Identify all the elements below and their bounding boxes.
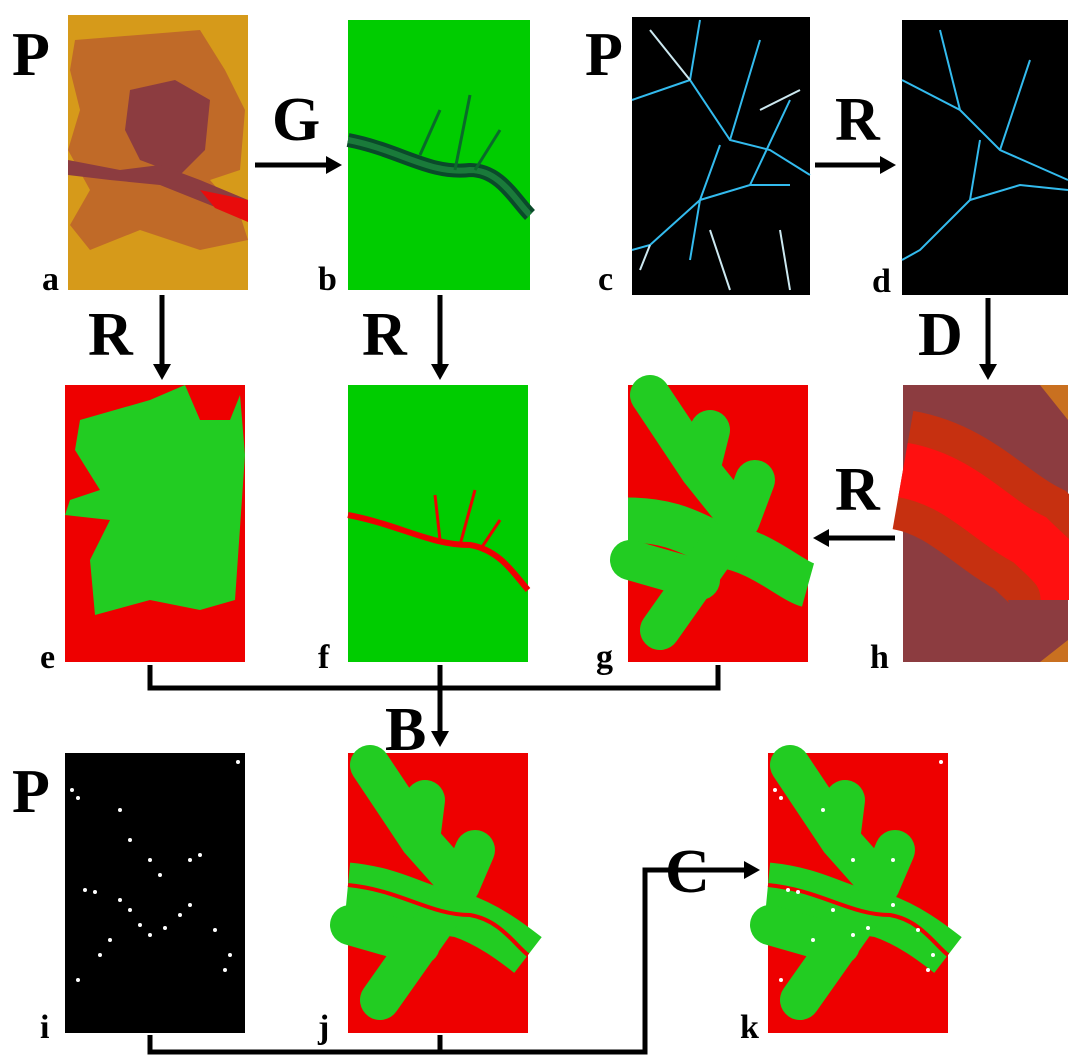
- panel-d: [902, 20, 1068, 295]
- operator-label: P: [12, 758, 50, 826]
- panel-label: d: [872, 263, 891, 300]
- diagram: a b c d e f g h i j k P G P R R R D R B P C: [0, 0, 1069, 1059]
- panel-label: e: [40, 639, 55, 676]
- panel-label: c: [598, 261, 613, 298]
- operator-label: B: [385, 696, 426, 764]
- panel-label: b: [318, 261, 337, 298]
- operator-label: R: [88, 301, 134, 369]
- panel-g: [628, 385, 808, 662]
- panel-f: [348, 385, 528, 662]
- operator-label: R: [835, 86, 881, 154]
- operator-label: D: [918, 301, 963, 369]
- panel-label: h: [870, 639, 889, 676]
- operator-label: R: [362, 301, 408, 369]
- panel-label: f: [318, 639, 330, 676]
- panel-b: [348, 20, 530, 290]
- panel-label: k: [740, 1009, 759, 1046]
- panel-h: [903, 385, 1068, 662]
- panel-a: [68, 15, 248, 290]
- panel-k: [768, 753, 948, 1033]
- operator-label: R: [835, 456, 881, 524]
- operator-label: C: [665, 838, 710, 906]
- panel-label: g: [596, 639, 613, 676]
- operator-label: G: [272, 86, 320, 154]
- panel-label: i: [40, 1009, 49, 1046]
- panel-label: j: [317, 1009, 329, 1046]
- panel-j: [348, 753, 528, 1033]
- panel-c: [632, 17, 810, 295]
- panel-i: [65, 753, 245, 1033]
- panel-e: [65, 385, 245, 662]
- operator-label: P: [12, 21, 50, 89]
- operator-label: P: [585, 21, 623, 89]
- panel-label: a: [42, 261, 59, 298]
